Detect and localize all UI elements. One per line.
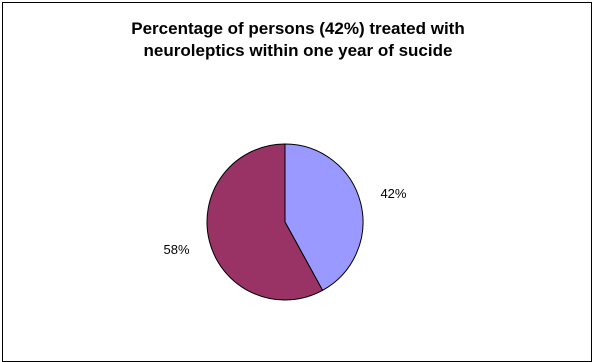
chart-title-line-1: Percentage of persons (42%) treated with [131,19,465,38]
chart-title-line-2: neuroleptics within one year of sucide [143,41,453,60]
pie-slice-2 [206,143,324,301]
chart-title: Percentage of persons (42%) treated with… [0,18,596,62]
pie-slice-labels: 42% 58% [164,186,407,257]
pie-slice-label-1: 42% [380,186,406,201]
pie-slice-1 [284,143,364,292]
pie-slices [206,143,364,301]
pie-slice-label-2: 58% [164,242,190,257]
